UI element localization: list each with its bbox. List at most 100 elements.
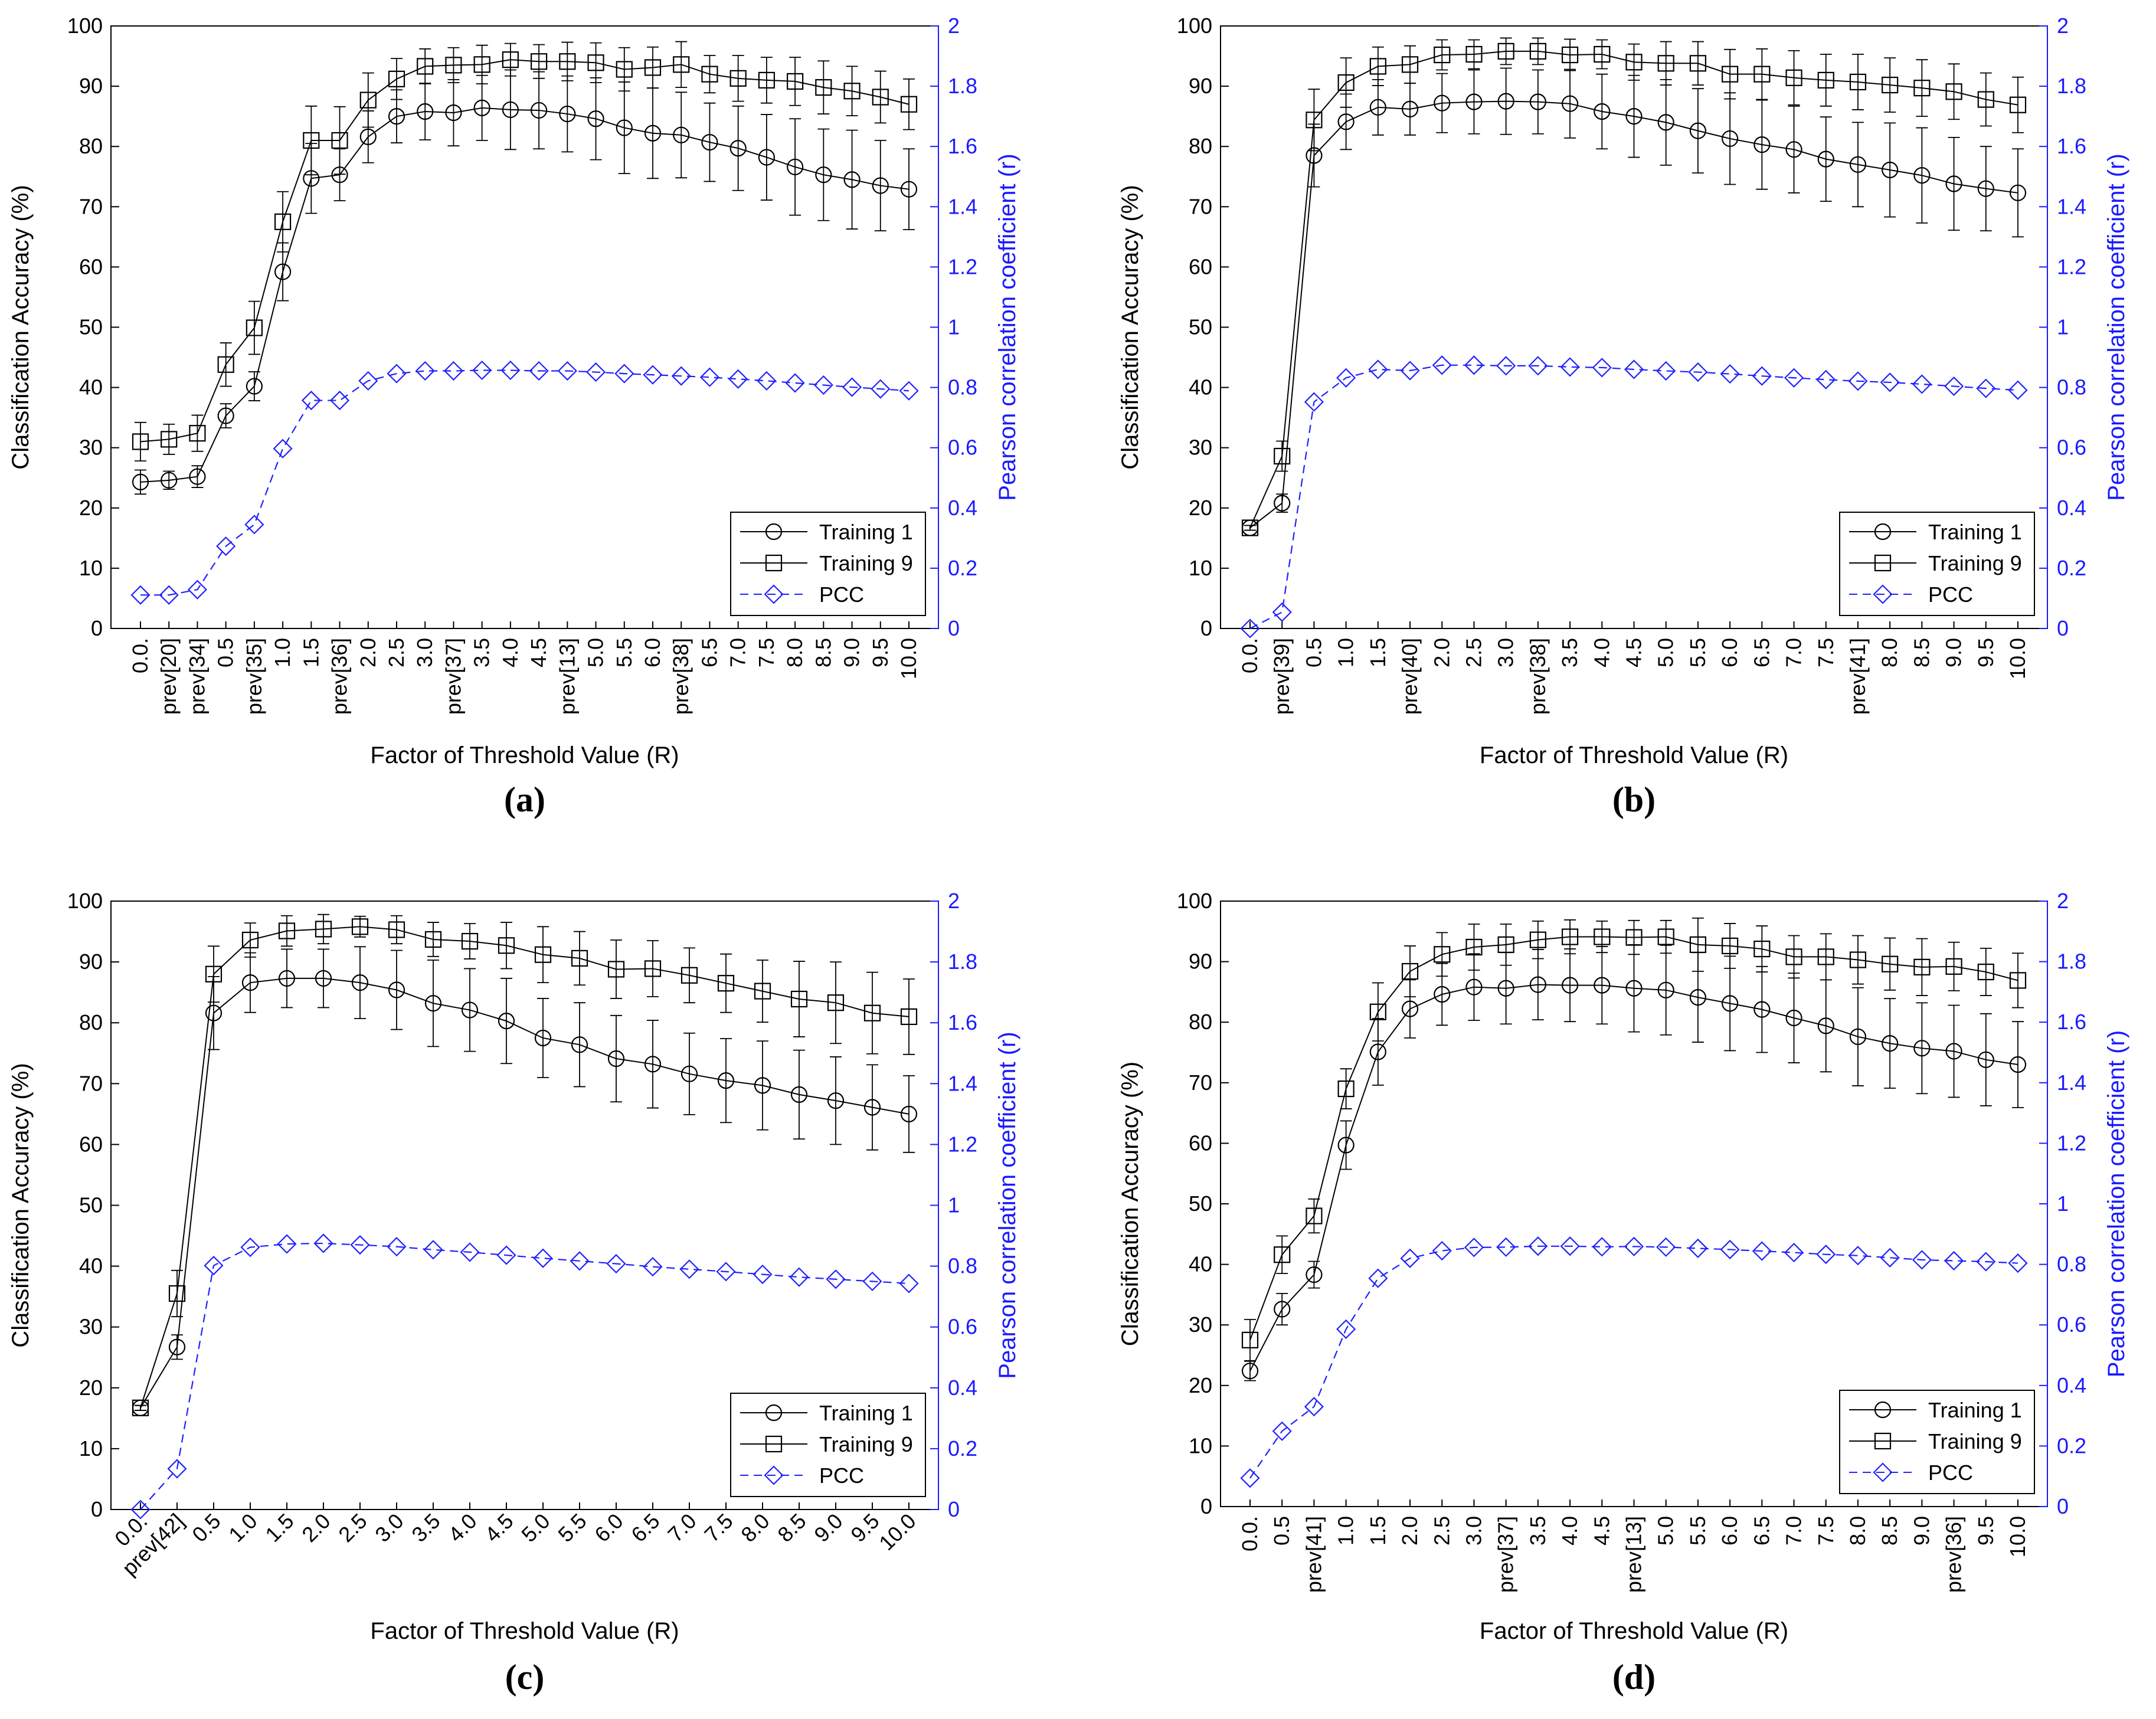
data-point	[753, 1264, 773, 1285]
x-tick-label: 8.5	[1909, 638, 1933, 667]
x-tick-label: prev[36]	[328, 638, 352, 715]
y2-tick-label: 0.8	[2057, 1252, 2086, 1276]
data-point	[445, 104, 462, 122]
data-point	[473, 99, 490, 116]
y-tick-label: 10	[79, 556, 103, 580]
data-point	[570, 1251, 590, 1271]
series-line	[140, 926, 909, 1409]
x-tick-label: 3.5	[1558, 638, 1582, 667]
x-tick-label: 5.5	[1686, 1516, 1710, 1546]
y2-tick-label: 1	[948, 1193, 960, 1217]
x-tick-label: 6.0	[590, 1509, 627, 1547]
data-point	[1880, 1247, 1900, 1268]
y2-axis-title: Pearson correlation coefficient (r)	[994, 153, 1020, 500]
data-point	[274, 213, 292, 230]
series-training-9	[132, 913, 918, 1416]
y2-tick-label: 0	[948, 1497, 960, 1521]
y2-tick-label: 1.8	[948, 949, 977, 974]
legend: Training 1 Training 9 PCC	[1839, 1390, 2035, 1494]
x-tick-label: 6.5	[697, 638, 721, 667]
chart-panel-1: 0 10 20 30 40 50 60 70 80 90 100 0 0.2 0.4 0.6 0.8 1 1.2 1…	[8, 14, 1020, 819]
series-training-9	[1241, 37, 2027, 536]
data-point	[1240, 618, 1260, 639]
data-point	[758, 149, 775, 166]
x-tick-label: 5.0	[1654, 638, 1678, 667]
x-tick-label: 9.0	[840, 638, 864, 667]
data-point	[1657, 928, 1674, 945]
x-tick-label: 8.5	[1877, 1516, 1902, 1546]
y-axis-right: 0 0.2 0.4 0.6 0.8 1 1.2 1.4 1.6 1.8 2	[2039, 889, 2086, 1518]
x-tick-label: 3.5	[407, 1509, 444, 1547]
data-point	[217, 407, 234, 424]
data-point	[1274, 447, 1291, 465]
data-point	[351, 918, 369, 935]
data-point	[273, 438, 293, 459]
y2-tick-label: 1	[948, 315, 960, 339]
x-tick-label: 7.5	[1814, 638, 1838, 667]
data-point	[1849, 951, 1867, 968]
data-point	[2009, 1056, 2027, 1073]
data-point	[1625, 108, 1643, 125]
data-point	[754, 983, 771, 1000]
y-tick-label: 0	[91, 616, 103, 640]
data-point	[842, 377, 862, 397]
data-point	[587, 54, 604, 71]
data-point	[130, 585, 151, 605]
data-point	[1241, 1363, 1259, 1380]
y-tick-label: 80	[79, 134, 103, 158]
data-point	[1625, 980, 1643, 997]
data-point	[424, 995, 442, 1012]
x-tick-label: 4.0	[498, 638, 522, 667]
series-line	[1249, 984, 2018, 1371]
x-tick-label: 7.5	[754, 638, 778, 667]
data-point	[758, 71, 775, 89]
y-tick-label: 80	[1189, 1010, 1212, 1034]
data-point	[1785, 69, 1802, 86]
data-point	[161, 431, 178, 448]
data-point	[1337, 1080, 1355, 1098]
data-point	[417, 58, 434, 75]
data-point	[1656, 361, 1676, 381]
y2-tick-label: 0.6	[2057, 436, 2086, 460]
x-tick-label: 3.0	[1494, 638, 1518, 667]
data-point	[557, 361, 577, 381]
data-point	[671, 366, 691, 386]
x-tick-label: 5.5	[612, 638, 636, 667]
y2-tick-label: 0.6	[2057, 1312, 2086, 1337]
data-point	[1625, 929, 1643, 946]
x-tick-label: 10.0	[2005, 1516, 2030, 1557]
data-point	[1817, 948, 1834, 965]
series-line	[1249, 936, 2018, 1341]
y-tick-label: 20	[79, 496, 103, 520]
data-point	[1401, 56, 1419, 73]
data-point	[1977, 963, 1994, 981]
data-point	[415, 361, 435, 381]
data-point	[1432, 355, 1452, 375]
data-point	[278, 922, 296, 939]
data-point	[1274, 1301, 1291, 1318]
data-point	[278, 970, 296, 987]
y-tick-label: 100	[67, 889, 103, 913]
data-point	[1913, 80, 1931, 97]
data-point	[301, 390, 321, 411]
data-point	[1849, 1028, 1867, 1045]
y2-tick-label: 1.6	[948, 1010, 977, 1034]
data-point	[460, 1242, 480, 1262]
series-pcc	[1240, 1236, 2028, 1488]
y-tick-label: 90	[1189, 949, 1212, 974]
data-point	[790, 990, 808, 1008]
data-point	[1529, 976, 1546, 993]
data-point	[1689, 55, 1707, 72]
data-point	[351, 974, 369, 991]
y2-tick-label: 1.2	[948, 254, 977, 279]
y2-tick-label: 0.2	[948, 1436, 977, 1461]
data-point	[388, 981, 405, 998]
data-point	[1817, 1017, 1834, 1034]
data-point	[1784, 1243, 1804, 1263]
x-tick-label: prev[13]	[555, 638, 579, 715]
data-point	[813, 375, 833, 395]
data-point	[729, 140, 747, 157]
data-point	[205, 1004, 223, 1021]
data-point	[1465, 45, 1483, 63]
y-tick-label: 100	[1177, 14, 1212, 38]
